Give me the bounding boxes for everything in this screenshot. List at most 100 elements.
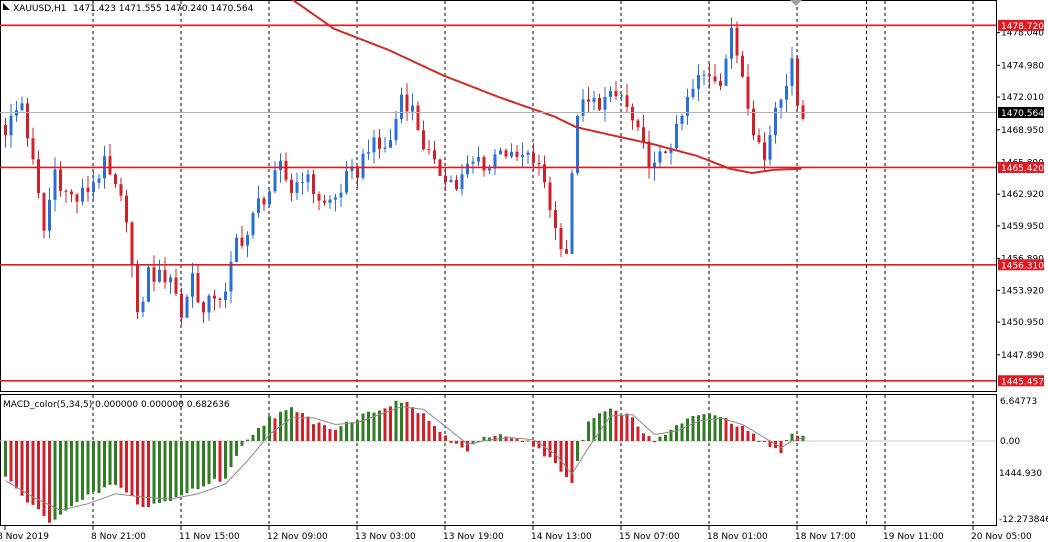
- horizontal-levels[interactable]: [0, 24, 996, 382]
- macd-bar-rising: [202, 441, 205, 487]
- macd-bar-falling: [438, 431, 442, 441]
- level-tag-label: 1465.420: [1001, 164, 1044, 174]
- macd-bar-rising: [262, 425, 266, 441]
- bearish-candle: [312, 174, 315, 195]
- bearish-candle: [455, 179, 458, 190]
- macd-bar-rising: [691, 416, 695, 441]
- candlesticks: [4, 17, 805, 325]
- level-tag-bg: [998, 259, 1044, 271]
- bullish-candle: [246, 235, 249, 246]
- level-tag-bg: [998, 161, 1044, 173]
- bearish-candle: [614, 90, 618, 97]
- macd-bar-falling: [141, 441, 145, 508]
- macd-bar-falling: [752, 433, 755, 441]
- macd-bar-rising: [224, 441, 227, 479]
- time-label: 13 Nov 19:00: [443, 532, 504, 542]
- macd-bar-rising: [367, 411, 370, 441]
- macd-tick-bottom: -12.273846: [999, 515, 1048, 525]
- macd-bar-falling: [405, 401, 409, 441]
- bearish-candle: [59, 169, 62, 191]
- chart-shift-marker-icon[interactable]: [790, 0, 802, 6]
- macd-bar-falling: [130, 441, 134, 496]
- time-label: 18 Nov 01:00: [707, 532, 768, 542]
- bearish-candle: [565, 249, 568, 254]
- bullish-candle: [653, 162, 656, 169]
- bearish-candle: [163, 269, 167, 283]
- macd-bar-falling: [741, 425, 744, 441]
- macd-bar-rising: [92, 441, 95, 492]
- bullish-candle: [97, 178, 101, 183]
- bullish-candle: [257, 198, 260, 214]
- macd-bar-rising: [664, 434, 667, 441]
- collapse-arrow-icon[interactable]: [3, 3, 10, 10]
- macd-bar-rising: [75, 441, 79, 502]
- macd-bar-rising: [697, 415, 700, 441]
- macd-bar-falling: [31, 441, 35, 505]
- macd-bar-rising: [158, 441, 161, 503]
- bearish-candle: [180, 293, 183, 318]
- macd-bar-falling: [532, 441, 535, 447]
- bearish-candle: [378, 137, 381, 149]
- bullish-candle: [785, 85, 788, 100]
- bearish-candle: [405, 94, 409, 112]
- macd-tick-top: 6.64773: [1000, 397, 1037, 407]
- macd-bar-rising: [790, 433, 794, 441]
- time-label: 11 Nov 15:00: [179, 532, 240, 542]
- bullish-candle: [301, 182, 304, 184]
- price-label: 1462.920: [1001, 190, 1044, 200]
- bullish-candle: [581, 99, 585, 116]
- current-price-value: 1470.564: [1001, 109, 1044, 119]
- bullish-candle: [273, 170, 277, 192]
- bearish-candle: [240, 237, 244, 246]
- macd-histogram: [4, 400, 805, 523]
- macd-bar-rising: [213, 441, 216, 479]
- bullish-candle: [81, 187, 84, 202]
- macd-bar-falling: [218, 441, 222, 482]
- bullish-candle: [592, 98, 596, 102]
- macd-bar-falling: [521, 441, 524, 442]
- macd-bar-rising: [185, 441, 189, 494]
- bullish-candle: [702, 74, 706, 76]
- time-label: 8 Nov 2019: [0, 532, 49, 542]
- price-label: 1472.010: [1001, 93, 1044, 103]
- bearish-candle: [664, 151, 667, 154]
- bearish-candle: [86, 187, 90, 193]
- macd-bar-falling: [735, 426, 739, 441]
- bullish-candle: [488, 168, 491, 171]
- macd-bar-rising: [251, 434, 255, 441]
- macd-bar-falling: [334, 429, 337, 441]
- level-tag-label: 1478.720: [1001, 22, 1044, 32]
- bullish-candle: [477, 156, 480, 162]
- bearish-candle: [290, 179, 293, 193]
- bullish-candle: [730, 27, 733, 59]
- price-label: 1468.950: [1001, 126, 1044, 136]
- macd-bar-rising: [713, 415, 717, 441]
- macd-bar-rising: [339, 426, 343, 441]
- bearish-candle: [26, 103, 29, 139]
- macd-bar-falling: [647, 436, 651, 441]
- macd-bar-rising: [169, 441, 172, 501]
- macd-bar-falling: [422, 413, 425, 441]
- bearish-candle: [317, 194, 321, 201]
- bullish-candle: [466, 163, 469, 175]
- bullish-candle: [499, 150, 502, 155]
- macd-bar-falling: [411, 407, 414, 441]
- macd-bar-rising: [400, 402, 403, 441]
- bearish-candle: [543, 164, 546, 183]
- bearish-candle: [64, 190, 68, 192]
- macd-bar-falling: [455, 441, 458, 444]
- macd-bar-rising: [174, 441, 178, 498]
- macd-bar-falling: [625, 413, 629, 441]
- bearish-candle: [515, 151, 519, 157]
- bullish-candle: [570, 173, 574, 254]
- bearish-candle: [735, 27, 739, 56]
- price-label: 1478.040: [1001, 29, 1044, 39]
- macd-bar-rising: [576, 441, 579, 461]
- bullish-candle: [675, 123, 678, 149]
- bullish-candle: [92, 182, 95, 193]
- bullish-candle: [328, 199, 332, 203]
- macd-bar-falling: [642, 433, 645, 441]
- bearish-candle: [323, 200, 326, 203]
- macd-bar-rising: [108, 441, 112, 485]
